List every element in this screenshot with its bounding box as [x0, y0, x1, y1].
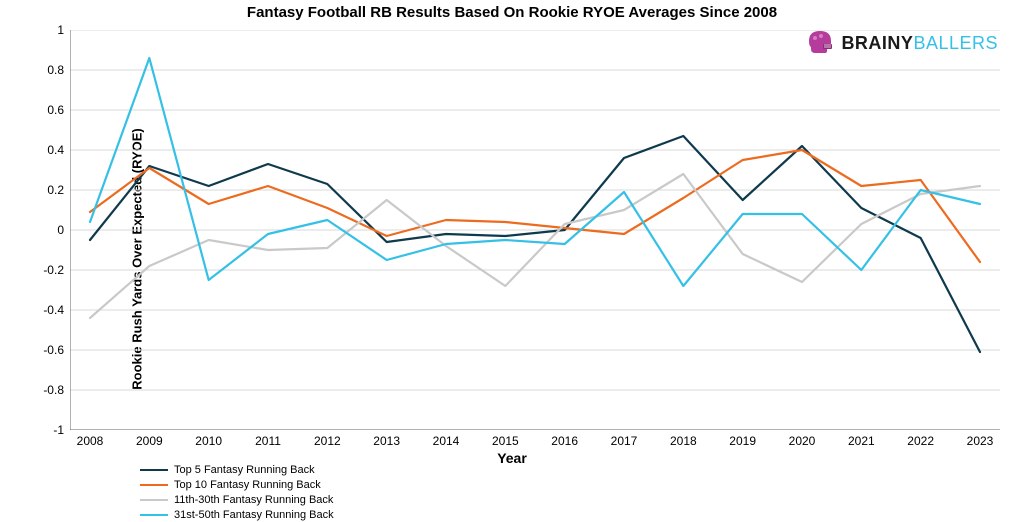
- y-tick-label: -0.6: [43, 343, 70, 357]
- x-tick-label: 2018: [670, 430, 697, 448]
- y-tick-label: 0.6: [47, 103, 70, 117]
- x-tick-label: 2022: [907, 430, 934, 448]
- legend-item: Top 10 Fantasy Running Back: [140, 477, 334, 492]
- series-line: [90, 174, 980, 318]
- series-line: [90, 150, 980, 262]
- series-line: [90, 136, 980, 352]
- x-tick-label: 2019: [729, 430, 756, 448]
- plot-area: -1-0.8-0.6-0.4-0.200.20.40.60.8120082009…: [70, 30, 1000, 430]
- y-tick-label: -0.4: [43, 303, 70, 317]
- x-tick-label: 2008: [77, 430, 104, 448]
- x-tick-label: 2017: [611, 430, 638, 448]
- y-tick-label: 1: [57, 23, 70, 37]
- legend-label: Top 5 Fantasy Running Back: [174, 464, 315, 476]
- chart-container: Fantasy Football RB Results Based On Roo…: [0, 0, 1024, 517]
- legend-label: Top 10 Fantasy Running Back: [174, 479, 321, 491]
- series-line: [90, 58, 980, 286]
- legend: Top 5 Fantasy Running Back Top 10 Fantasy…: [140, 462, 334, 522]
- x-tick-label: 2015: [492, 430, 519, 448]
- x-tick-label: 2011: [255, 430, 281, 448]
- legend-item: Top 5 Fantasy Running Back: [140, 462, 334, 477]
- y-tick-label: 0.2: [47, 183, 70, 197]
- x-tick-label: 2021: [848, 430, 875, 448]
- legend-label: 31st-50th Fantasy Running Back: [174, 509, 334, 521]
- legend-swatch: [140, 469, 168, 471]
- x-tick-label: 2012: [314, 430, 341, 448]
- y-tick-label: 0: [57, 223, 70, 237]
- y-tick-label: -1: [53, 423, 70, 437]
- plot-svg: [70, 30, 1000, 430]
- chart-title: Fantasy Football RB Results Based On Roo…: [0, 4, 1024, 21]
- x-tick-label: 2010: [195, 430, 222, 448]
- y-tick-label: -0.2: [43, 263, 70, 277]
- legend-label: 11th-30th Fantasy Running Back: [174, 494, 333, 506]
- y-tick-label: 0.4: [47, 143, 70, 157]
- y-tick-label: 0.8: [47, 63, 70, 77]
- legend-swatch: [140, 484, 168, 486]
- y-tick-label: -0.8: [43, 383, 70, 397]
- legend-swatch: [140, 514, 168, 516]
- legend-item: 31st-50th Fantasy Running Back: [140, 507, 334, 522]
- legend-swatch: [140, 499, 168, 501]
- x-axis-label: Year: [497, 450, 527, 466]
- x-tick-label: 2016: [551, 430, 578, 448]
- x-tick-label: 2013: [373, 430, 400, 448]
- legend-item: 11th-30th Fantasy Running Back: [140, 492, 334, 507]
- x-tick-label: 2023: [967, 430, 994, 448]
- x-tick-label: 2014: [433, 430, 460, 448]
- x-tick-label: 2020: [789, 430, 816, 448]
- x-tick-label: 2009: [136, 430, 163, 448]
